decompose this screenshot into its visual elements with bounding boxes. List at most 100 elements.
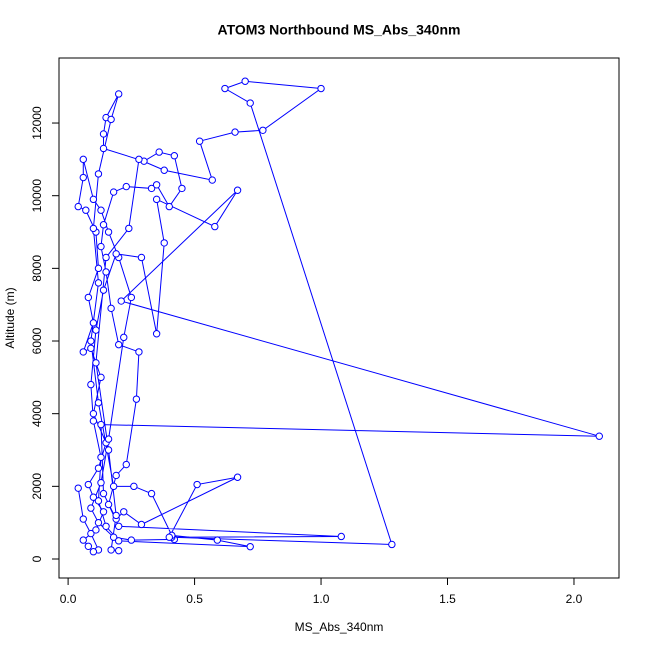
data-point bbox=[89, 493, 98, 501]
y-tick-label: 12000 bbox=[30, 106, 44, 140]
data-point bbox=[122, 182, 130, 191]
data-point bbox=[127, 536, 136, 544]
data-point bbox=[92, 326, 100, 334]
data-point bbox=[82, 206, 90, 214]
data-point bbox=[109, 188, 118, 196]
data-point bbox=[114, 537, 123, 545]
data-point bbox=[79, 348, 87, 356]
data-point bbox=[87, 529, 95, 538]
data-point bbox=[102, 268, 110, 276]
data-point bbox=[120, 333, 128, 342]
data-point bbox=[89, 319, 98, 327]
data-point bbox=[246, 542, 254, 551]
data-point bbox=[94, 264, 103, 273]
data-point bbox=[259, 126, 267, 134]
y-tick-label: 10000 bbox=[30, 179, 44, 213]
data-point bbox=[178, 184, 186, 193]
data-point bbox=[99, 221, 108, 229]
data-point bbox=[87, 344, 95, 352]
data-point bbox=[170, 152, 179, 160]
data-point bbox=[114, 546, 123, 555]
data-point bbox=[97, 373, 105, 382]
data-point bbox=[107, 115, 115, 124]
y-tick-label: 0 bbox=[30, 555, 44, 562]
data-point bbox=[94, 170, 103, 178]
data-point bbox=[97, 206, 105, 214]
data-point bbox=[87, 380, 95, 389]
y-tick-label: 4000 bbox=[30, 400, 44, 427]
data-point bbox=[74, 484, 82, 492]
x-tick-label: 0.5 bbox=[186, 592, 203, 606]
data-point bbox=[92, 526, 100, 534]
data-point bbox=[208, 176, 216, 184]
data-point bbox=[132, 395, 141, 403]
data-point bbox=[193, 480, 201, 489]
data-point bbox=[114, 522, 123, 531]
data-point bbox=[221, 84, 229, 93]
x-axis-label: MS_Abs_340nm bbox=[295, 620, 384, 634]
data-point bbox=[317, 84, 325, 93]
data-point bbox=[241, 77, 249, 85]
data-point bbox=[213, 536, 222, 544]
data-point bbox=[104, 435, 113, 443]
data-point bbox=[89, 548, 98, 556]
data-point bbox=[152, 195, 161, 204]
data-point bbox=[94, 464, 103, 472]
data-point bbox=[152, 181, 161, 189]
data-point bbox=[122, 460, 130, 469]
y-tick-label: 6000 bbox=[30, 327, 44, 354]
data-point bbox=[99, 489, 108, 498]
data-point bbox=[114, 340, 123, 349]
y-tick-label: 8000 bbox=[30, 255, 44, 282]
data-point bbox=[147, 489, 156, 498]
data-point bbox=[79, 536, 87, 544]
data-point bbox=[102, 522, 110, 531]
data-point bbox=[246, 99, 254, 107]
data-point bbox=[165, 533, 173, 541]
data-point bbox=[165, 202, 173, 211]
data-point bbox=[195, 137, 204, 145]
data-point bbox=[120, 508, 128, 516]
data-point bbox=[74, 202, 82, 211]
data-point bbox=[112, 250, 120, 258]
data-point bbox=[104, 228, 113, 236]
data-point bbox=[99, 286, 108, 294]
data-point bbox=[109, 533, 118, 541]
data-point bbox=[137, 520, 146, 529]
data-point bbox=[84, 293, 93, 302]
data-point bbox=[109, 482, 118, 491]
data-point bbox=[104, 500, 113, 509]
data-point bbox=[233, 473, 242, 481]
data-point bbox=[87, 337, 95, 345]
data-point bbox=[79, 173, 87, 182]
data-point bbox=[97, 242, 105, 251]
data-point bbox=[595, 432, 603, 440]
data-point bbox=[89, 195, 98, 204]
data-point bbox=[89, 409, 98, 418]
data-point bbox=[107, 546, 115, 554]
data-point bbox=[127, 293, 136, 302]
data-point bbox=[99, 508, 108, 516]
data-point bbox=[94, 518, 103, 527]
data-point bbox=[94, 399, 103, 407]
data-point bbox=[388, 540, 396, 549]
data-point bbox=[89, 224, 98, 233]
data-point bbox=[114, 90, 123, 98]
data-point bbox=[137, 253, 146, 262]
data-point bbox=[102, 253, 110, 262]
data-point bbox=[337, 532, 345, 541]
data-point bbox=[92, 359, 100, 367]
data-point bbox=[104, 446, 113, 454]
data-point bbox=[135, 155, 143, 164]
data-point bbox=[155, 148, 163, 156]
chart-title: ATOM3 Northbound MS_Abs_340nm bbox=[218, 22, 461, 38]
data-point bbox=[84, 542, 93, 550]
data-point bbox=[89, 417, 98, 425]
data-point bbox=[99, 130, 108, 138]
data-point bbox=[231, 128, 239, 136]
y-tick-label: 2000 bbox=[30, 473, 44, 500]
data-point bbox=[160, 166, 168, 174]
data-point bbox=[233, 186, 242, 194]
data-point bbox=[79, 515, 87, 523]
